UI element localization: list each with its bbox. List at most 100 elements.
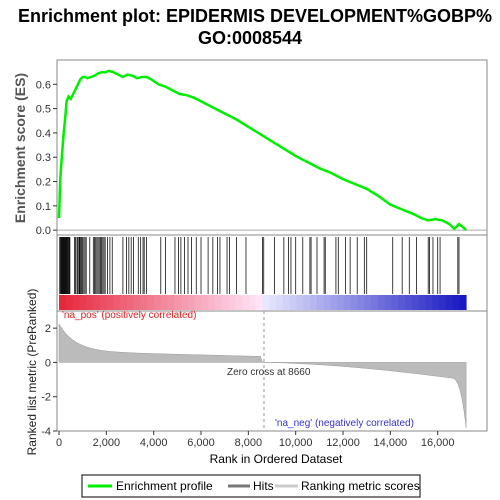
heatmap-segment [120,295,128,310]
heatmap-segment [160,295,169,310]
heatmap-segment [106,295,114,310]
heatmap-segment [391,295,399,310]
heatmap-segment [113,295,121,310]
heatmap-segment [323,295,331,310]
x-axis-label: Rank in Ordered Dataset [210,452,343,466]
heatmap-segment [438,295,447,310]
rank-tick-label: 2 [45,323,51,335]
es-tick-label: 0.4 [36,128,51,140]
rank-panel-frame [56,310,488,432]
heatmap-segment [289,295,297,310]
rank-y-axis-ticks: 2 0 -2 -4 [41,323,57,438]
rank-tick-label: -4 [41,426,51,438]
heatmap-segment [316,295,325,310]
x-tick-label: 8,000 [235,437,263,449]
heatmap-segment [92,295,101,310]
rank-heatmap-bar [59,295,467,310]
x-tick-label: 2,000 [93,437,121,449]
es-tick-label: 0.2 [36,177,51,189]
x-tick-label: 0 [56,437,62,449]
heatmap-segment [282,295,291,310]
es-tick-label: 0.5 [36,104,51,116]
heatmap-segment [133,295,141,310]
rank-tick-label: -2 [41,392,51,404]
x-tick-label: 10,000 [279,437,313,449]
heatmap-segment [201,295,209,310]
heatmap-segment [255,295,264,310]
es-tick-label: 0.3 [36,152,51,164]
heatmap-segment [215,295,223,310]
heatmap-segment [269,295,277,310]
heatmap-segment [59,295,67,310]
heatmap-segment [350,295,359,310]
heatmap-segment [296,295,304,310]
heatmap-segment [425,295,433,310]
legend: Enrichment profile Hits Ranking metric s… [81,474,421,498]
heatmap-segment [384,295,392,310]
heatmap-segment [65,295,74,310]
chart-title-line2: GO:0008544 [198,28,302,48]
heatmap-segment [147,295,155,310]
ranking-metric-area [58,323,467,428]
hit-lines [59,237,460,294]
heatmap-segment [276,295,284,310]
heatmap-segment [398,295,406,310]
heatmap-segment [452,295,460,310]
es-y-axis-label: Enrichment score (ES) [12,73,28,223]
heatmap-segment [153,295,162,310]
heatmap-segment [262,295,270,310]
rank-y-axis-label: Ranked list metric (PreRanked) [25,289,39,456]
heatmap-segment [235,295,243,310]
heatmap-segment [181,295,189,310]
heatmap-segment [377,295,386,310]
heatmap-segment [86,295,94,310]
heatmap-segment [242,295,250,310]
heatmap-segment [357,295,365,310]
heatmap-segment [343,295,352,310]
es-tick-label: 0.0 [36,225,51,237]
heatmap-segment [174,295,182,310]
heatmap-segment [228,295,236,310]
heatmap-segment [208,295,216,310]
es-y-axis-ticks: 0.0 0.1 0.2 0.3 0.4 0.5 0.6 [36,79,57,237]
x-tick-label: 4,000 [140,437,168,449]
heatmap-segment [194,295,202,310]
es-panel-frame [56,59,488,236]
x-tick-label: 12,000 [326,437,360,449]
x-tick-label: 16,000 [421,437,455,449]
enrichment-profile-line [57,69,467,231]
heatmap-segment [72,295,80,310]
heatmap-segment [187,295,196,310]
es-tick-label: 0.6 [36,79,51,91]
legend-hits-label: Hits [253,479,274,493]
heatmap-segment [364,295,372,310]
pos-correlated-label: 'na_pos' (positively correlated) [62,310,196,321]
legend-box [81,474,421,498]
heatmap-segment [221,295,230,310]
heatmap-segment [432,295,440,310]
heatmap-segment [445,295,454,310]
es-tick-label: 0.1 [36,201,51,213]
heatmap-segment [337,295,345,310]
legend-ranking-label: Ranking metric scores [301,479,420,493]
heatmap-segment [99,295,107,310]
heatmap-segment [140,295,148,310]
heatmap-segment [418,295,426,310]
x-axis-ticks: 0 2,000 4,000 6,000 8,000 10,000 12,000 14,000 1… [56,431,455,449]
heatmap-segment [79,295,87,310]
heatmap-segment [248,295,257,310]
legend-enrichment-label: Enrichment profile [116,479,213,493]
heatmap-segment [459,295,467,310]
neg-correlated-label: 'na_neg' (negatively correlated) [275,418,414,429]
heatmap-segment [310,295,318,310]
heatmap-segment [330,295,338,310]
heatmap-segment [167,295,175,310]
x-tick-label: 14,000 [374,437,408,449]
chart-title-line1: Enrichment plot: EPIDERMIS DEVELOPMENT%G… [18,6,492,26]
heatmap-segment [303,295,311,310]
heatmap-segment [126,295,135,310]
zero-cross-label: Zero cross at 8660 [227,367,311,378]
heatmap-segment [371,295,379,310]
x-tick-label: 6,000 [187,437,215,449]
